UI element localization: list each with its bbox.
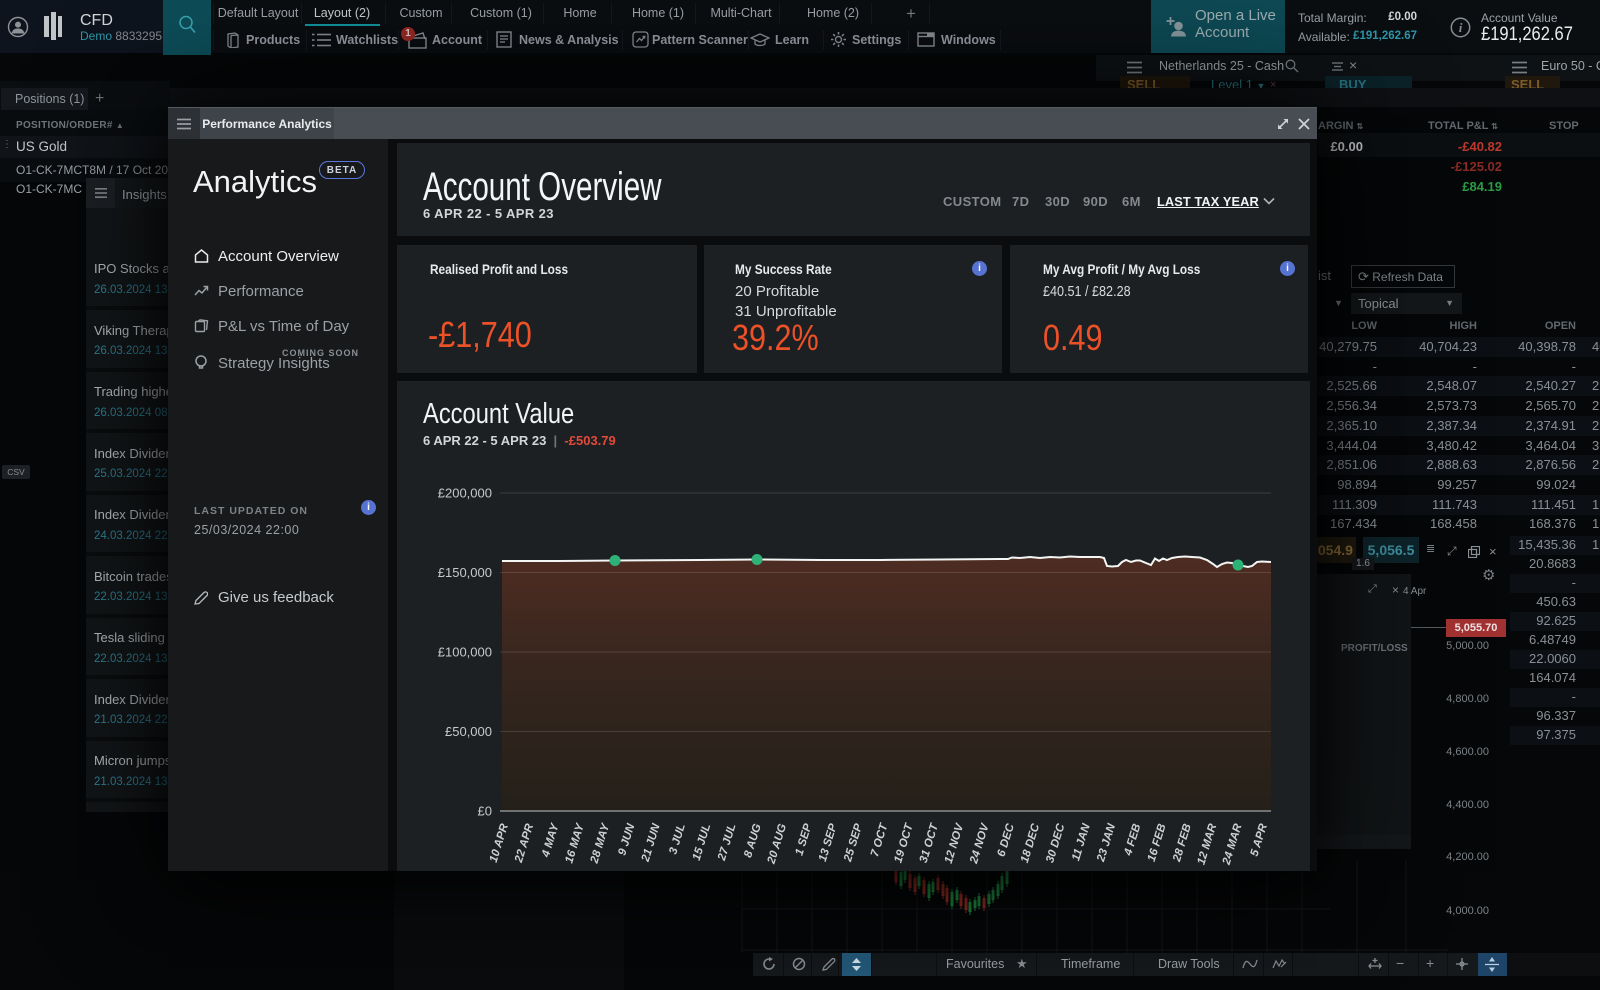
- svg-text:16 MAY: 16 MAY: [563, 821, 587, 865]
- svg-text:15 JUL: 15 JUL: [691, 822, 714, 862]
- svg-text:£100,000: £100,000: [438, 645, 492, 660]
- svg-text:3 JUL: 3 JUL: [667, 822, 688, 855]
- svg-text:12 MAR: 12 MAR: [1195, 822, 1219, 867]
- svg-text:27 JUL: 27 JUL: [716, 822, 739, 863]
- svg-text:20 AUG: 20 AUG: [765, 822, 789, 866]
- svg-text:9 JUN: 9 JUN: [616, 822, 637, 857]
- svg-text:11 JAN: 11 JAN: [1070, 822, 1093, 863]
- svg-text:16 FEB: 16 FEB: [1146, 822, 1169, 863]
- svg-text:4 MAY: 4 MAY: [540, 821, 562, 860]
- svg-text:6 DEC: 6 DEC: [995, 822, 1017, 859]
- svg-text:10 APR: 10 APR: [488, 822, 511, 864]
- svg-text:30 DEC: 30 DEC: [1044, 822, 1067, 865]
- svg-text:22 APR: 22 APR: [513, 822, 537, 865]
- svg-text:25 SEP: 25 SEP: [842, 822, 865, 864]
- svg-text:21 JUN: 21 JUN: [639, 822, 662, 864]
- svg-text:28 MAY: 28 MAY: [588, 821, 612, 866]
- svg-text:£0: £0: [478, 804, 492, 819]
- svg-text:24 MAR: 24 MAR: [1220, 822, 1244, 867]
- svg-text:4 FEB: 4 FEB: [1122, 822, 1143, 858]
- svg-text:7 OCT: 7 OCT: [869, 821, 891, 858]
- svg-text:28 FEB: 28 FEB: [1171, 822, 1194, 864]
- svg-text:19 OCT: 19 OCT: [892, 821, 916, 864]
- svg-text:31 OCT: 31 OCT: [918, 821, 942, 864]
- svg-text:23 JAN: 23 JAN: [1095, 822, 1118, 864]
- svg-text:24 NOV: 24 NOV: [968, 821, 992, 866]
- svg-text:18 DEC: 18 DEC: [1019, 822, 1042, 865]
- svg-text:i: i: [1459, 20, 1463, 35]
- svg-text:5 APR: 5 APR: [1249, 822, 1270, 858]
- svg-text:£200,000: £200,000: [438, 486, 492, 501]
- svg-text:£150,000: £150,000: [438, 565, 492, 580]
- svg-text:£50,000: £50,000: [445, 724, 492, 739]
- svg-text:1 SEP: 1 SEP: [793, 822, 814, 857]
- svg-text:13 SEP: 13 SEP: [817, 822, 840, 863]
- svg-text:8 AUG: 8 AUG: [742, 822, 764, 859]
- svg-text:12 NOV: 12 NOV: [943, 821, 967, 865]
